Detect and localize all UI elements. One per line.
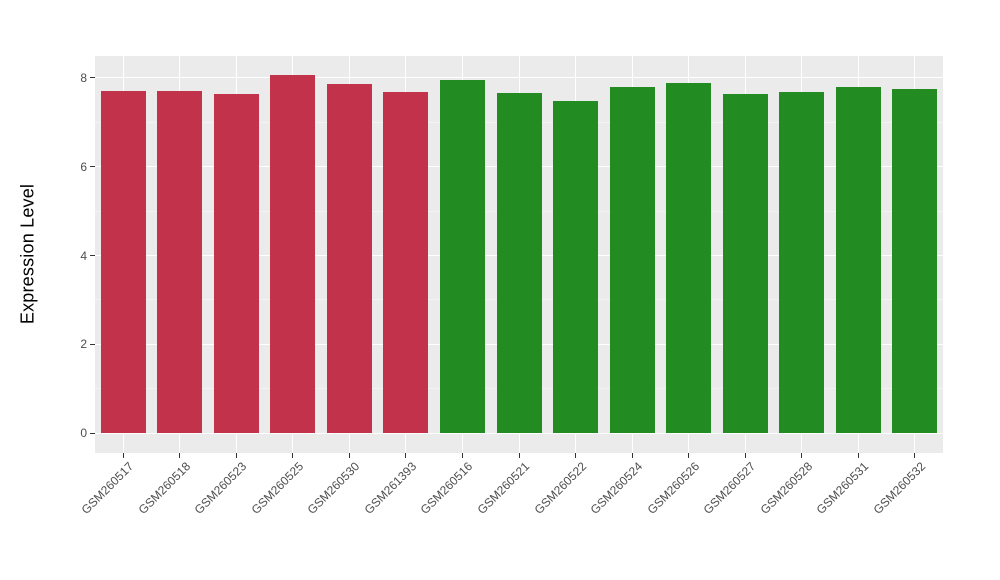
x-tick-label-GSM260523: GSM260523 bbox=[191, 459, 250, 517]
x-tick-label-GSM260521: GSM260521 bbox=[474, 459, 533, 517]
y-tick-label-0: 0 bbox=[80, 426, 87, 441]
y-axis-title: Expression Level bbox=[17, 183, 38, 325]
bar-GSM260525 bbox=[270, 74, 316, 434]
x-tick-label-GSM260530: GSM260530 bbox=[305, 459, 363, 517]
bar-GSM260521 bbox=[496, 93, 542, 434]
x-tick-label-GSM260531: GSM260531 bbox=[813, 459, 872, 517]
y-tick-label-4: 4 bbox=[80, 248, 87, 263]
bar-GSM260524 bbox=[609, 86, 655, 434]
bar-GSM260530 bbox=[326, 84, 372, 434]
bar-GSM261393 bbox=[383, 92, 429, 434]
x-tick-mark-GSM260518 bbox=[179, 453, 181, 458]
y-tick-label-2: 2 bbox=[80, 337, 87, 352]
x-tick-label-GSM260525: GSM260525 bbox=[248, 459, 307, 517]
x-tick-mark-GSM260521 bbox=[518, 453, 520, 458]
y-tick-mark-6 bbox=[90, 166, 95, 168]
bar-GSM260527 bbox=[722, 94, 768, 434]
bar-GSM260518 bbox=[157, 91, 203, 434]
x-tick-mark-GSM260525 bbox=[292, 453, 294, 458]
bar-GSM260528 bbox=[779, 91, 825, 434]
bar-GSM260526 bbox=[666, 83, 712, 434]
x-tick-label-GSM260532: GSM260532 bbox=[870, 459, 928, 517]
x-tick-mark-GSM260530 bbox=[348, 453, 350, 458]
x-tick-label-GSM260528: GSM260528 bbox=[757, 459, 815, 517]
y-tick-label-6: 6 bbox=[80, 159, 87, 174]
y-tick-mark-2 bbox=[90, 343, 95, 345]
y-tick-mark-0 bbox=[90, 432, 95, 434]
x-tick-mark-GSM260526 bbox=[688, 453, 690, 458]
plot-panel bbox=[95, 56, 943, 453]
bar-GSM260522 bbox=[553, 101, 599, 434]
bar-GSM260517 bbox=[100, 91, 146, 434]
x-tick-label-GSM260527: GSM260527 bbox=[700, 459, 759, 517]
x-tick-label-GSM260517: GSM260517 bbox=[78, 459, 137, 517]
x-tick-mark-GSM260524 bbox=[631, 453, 633, 458]
y-tick-label-8: 8 bbox=[80, 70, 87, 85]
x-tick-label-GSM260524: GSM260524 bbox=[587, 459, 646, 517]
x-tick-label-GSM260522: GSM260522 bbox=[531, 459, 589, 517]
bar-GSM260523 bbox=[213, 94, 259, 434]
bar-GSM260531 bbox=[835, 87, 881, 434]
x-tick-mark-GSM260531 bbox=[857, 453, 859, 458]
x-tick-mark-GSM260527 bbox=[744, 453, 746, 458]
x-tick-mark-GSM260523 bbox=[235, 453, 237, 458]
x-tick-label-GSM260516: GSM260516 bbox=[418, 459, 476, 517]
x-tick-mark-GSM260516 bbox=[461, 453, 463, 458]
x-tick-mark-GSM260517 bbox=[122, 453, 124, 458]
x-tick-mark-GSM260532 bbox=[914, 453, 916, 458]
x-tick-mark-GSM261393 bbox=[405, 453, 407, 458]
x-tick-label-GSM260518: GSM260518 bbox=[135, 459, 193, 517]
x-tick-label-GSM261393: GSM261393 bbox=[361, 459, 420, 517]
y-tick-mark-8 bbox=[90, 77, 95, 79]
bar-GSM260516 bbox=[439, 79, 485, 434]
x-tick-mark-GSM260528 bbox=[801, 453, 803, 458]
x-tick-label-GSM260526: GSM260526 bbox=[644, 459, 702, 517]
bar-GSM260532 bbox=[892, 89, 938, 434]
x-tick-mark-GSM260522 bbox=[575, 453, 577, 458]
y-tick-mark-4 bbox=[90, 255, 95, 256]
